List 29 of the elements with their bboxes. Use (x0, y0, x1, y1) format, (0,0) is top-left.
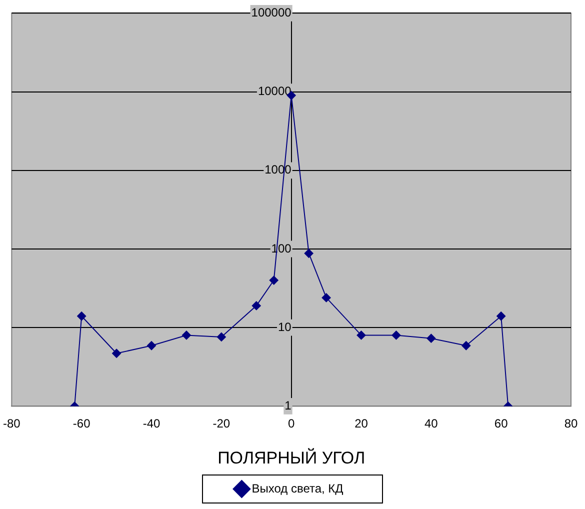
point (112, 348, 122, 358)
point (182, 330, 191, 340)
x-tick-label: 20 (354, 416, 368, 431)
y-tick-label: 100000 (251, 6, 292, 20)
point (426, 334, 436, 343)
point (356, 330, 366, 340)
y-tick-label: 10 (278, 320, 292, 334)
x-tick-label: -60 (72, 416, 91, 431)
point (252, 301, 261, 310)
point (392, 330, 401, 340)
point (269, 276, 278, 285)
x-tick-label: -20 (212, 416, 230, 431)
x-tick-label: 60 (494, 416, 508, 431)
legend-label: Выход света, КД (252, 481, 344, 496)
point (147, 341, 156, 350)
point (77, 312, 86, 321)
point (216, 332, 226, 342)
x-axis-title: ПОЛЯРНЫЙ УГОЛ (218, 447, 366, 468)
x-tick-label: -40 (142, 416, 160, 431)
point (462, 341, 471, 350)
x-tick-label: -80 (3, 416, 21, 431)
x-tick-label: 0 (288, 416, 295, 431)
x-tick-label: 40 (424, 416, 438, 431)
x-tick-label: 80 (564, 416, 578, 431)
point (304, 248, 314, 258)
point (322, 293, 331, 302)
y-tick-label: 1 (284, 398, 292, 413)
point (496, 312, 506, 321)
y-tick-label: 10000 (258, 84, 292, 98)
